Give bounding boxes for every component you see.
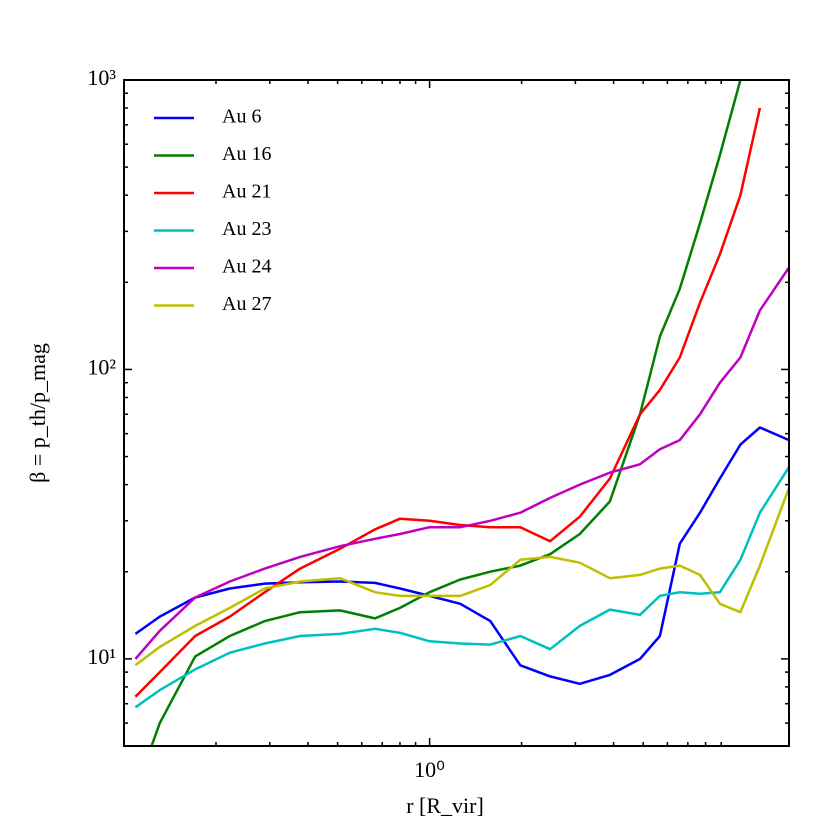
series-line — [134, 107, 762, 698]
y-tick-label: 10³ — [87, 65, 116, 90]
plot-area — [134, 80, 789, 746]
series-line — [134, 426, 789, 686]
series-line — [134, 466, 789, 709]
x-axis-label: r [R_vir] — [406, 793, 484, 818]
y-tick-label: 10¹ — [87, 644, 116, 669]
legend: Au 6 Au 16 Au 21 Au 23 Au 24 Au 27 — [154, 106, 271, 315]
series-line — [150, 80, 742, 746]
y-tick-label: 10² — [87, 354, 116, 379]
y-axis-label: β = p_th/p_mag — [25, 343, 50, 483]
series-line — [134, 487, 789, 667]
legend-label: Au 6 — [222, 106, 261, 128]
legend-label: Au 23 — [222, 218, 271, 240]
legend-label: Au 27 — [222, 293, 271, 315]
legend-label: Au 16 — [222, 143, 271, 165]
legend-label: Au 24 — [222, 256, 271, 278]
plot-frame — [123, 79, 790, 747]
series-line — [134, 266, 789, 660]
legend-label: Au 21 — [222, 181, 271, 203]
x-tick-label: 10⁰ — [414, 757, 445, 782]
